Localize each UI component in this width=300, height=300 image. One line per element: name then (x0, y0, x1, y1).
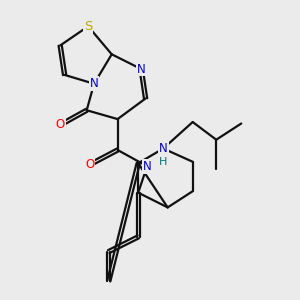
Text: N: N (159, 142, 168, 155)
Text: H: H (159, 157, 167, 167)
Text: S: S (84, 20, 92, 33)
Text: N: N (137, 62, 146, 76)
Text: N: N (143, 160, 152, 173)
Text: N: N (90, 77, 98, 90)
Text: O: O (56, 118, 65, 131)
Text: O: O (85, 158, 94, 171)
